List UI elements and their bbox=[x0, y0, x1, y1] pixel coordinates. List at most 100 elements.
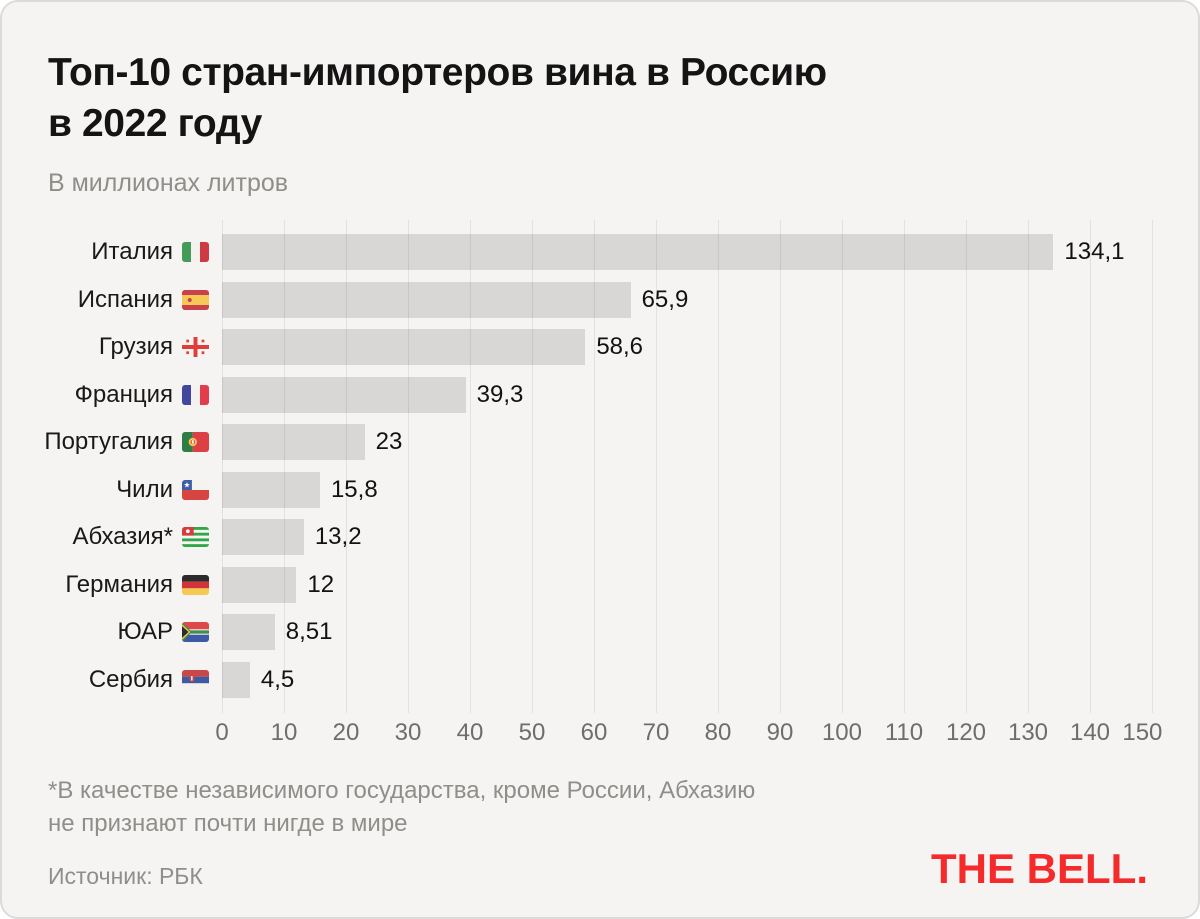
bar bbox=[222, 376, 466, 413]
x-tick-label: 80 bbox=[704, 719, 732, 747]
x-tick-label: 110 bbox=[884, 719, 924, 747]
x-tick-label: 100 bbox=[821, 719, 863, 747]
category-label-group: Сербия bbox=[48, 666, 222, 694]
bar-track: 134,1 bbox=[222, 234, 1152, 271]
italy-flag-icon bbox=[182, 242, 209, 263]
south-africa-flag-icon bbox=[182, 622, 209, 643]
bar-track: 12 bbox=[222, 566, 1152, 603]
value-label: 15,8 bbox=[330, 475, 378, 503]
x-tick-label: 10 bbox=[270, 719, 298, 747]
germany-flag-icon bbox=[182, 574, 209, 595]
x-tick-label: 20 bbox=[332, 719, 360, 747]
plot-area: Италия 134,1 Испания 65,9 Грузия 58,6 Фр… bbox=[44, 220, 1153, 714]
bar-row: Чили 15,8 bbox=[48, 466, 1152, 514]
source-label: Источник: РБК bbox=[48, 863, 203, 890]
value-label: 65,9 bbox=[641, 285, 689, 313]
bar-row: Абхазия* 13,2 bbox=[48, 513, 1152, 561]
category-label-group: Абхазия* bbox=[48, 523, 222, 551]
footnote: *В качестве независимого государства, кр… bbox=[48, 777, 756, 837]
category-label-group: Франция bbox=[48, 381, 222, 409]
title-line-2: в 2022 году bbox=[48, 101, 262, 145]
value-label: 8,51 bbox=[285, 618, 333, 646]
bar bbox=[222, 329, 586, 366]
x-tick-label: 130 bbox=[1007, 719, 1049, 747]
georgia-flag-icon bbox=[182, 337, 209, 358]
chile-flag-icon bbox=[182, 479, 209, 500]
bar bbox=[222, 661, 250, 698]
bar-row: Португалия 23 bbox=[44, 418, 1152, 466]
bar-track: 8,51 bbox=[222, 614, 1152, 651]
france-flag-icon bbox=[182, 384, 209, 405]
bar-row: Германия 12 bbox=[48, 561, 1152, 609]
country-label: ЮАР bbox=[117, 618, 173, 646]
bar-track: 4,5 bbox=[222, 661, 1152, 698]
x-tick-label: 90 bbox=[766, 719, 794, 747]
x-tick-label: 140 bbox=[1069, 719, 1111, 747]
country-label: Сербия bbox=[88, 665, 173, 693]
bar bbox=[222, 566, 297, 603]
category-label-group: Грузия bbox=[48, 333, 222, 361]
bar bbox=[222, 614, 275, 651]
country-label: Италия bbox=[91, 238, 173, 266]
abkhazia-flag-icon bbox=[182, 527, 209, 548]
category-label-group: Италия bbox=[48, 238, 222, 266]
bar bbox=[222, 519, 304, 556]
value-label: 12 bbox=[307, 570, 335, 598]
value-label: 134,1 bbox=[1064, 238, 1125, 266]
bar-track: 13,2 bbox=[222, 519, 1152, 556]
category-label-group: Португалия bbox=[44, 428, 222, 456]
x-tick-label: 70 bbox=[642, 719, 670, 747]
bar-track: 23 bbox=[222, 424, 1152, 461]
value-label: 39,3 bbox=[476, 380, 524, 408]
x-tick-label: 150 bbox=[1122, 719, 1163, 747]
category-label-group: ЮАР bbox=[48, 618, 222, 646]
value-label: 23 bbox=[375, 428, 403, 456]
bar-track: 58,6 bbox=[222, 329, 1152, 366]
bar-track: 39,3 bbox=[222, 376, 1152, 413]
bar-rows: Италия 134,1 Испания 65,9 Грузия 58,6 Фр… bbox=[44, 228, 1152, 704]
category-label-group: Испания bbox=[48, 286, 222, 314]
bar-row: Италия 134,1 bbox=[48, 228, 1152, 276]
bar-row: ЮАР 8,51 bbox=[48, 608, 1152, 656]
x-tick-label: 50 bbox=[518, 719, 546, 747]
portugal-flag-icon bbox=[182, 432, 209, 453]
category-label-group: Чили bbox=[48, 476, 222, 504]
x-tick-label: 120 bbox=[945, 719, 987, 747]
bar-chart: Италия 134,1 Испания 65,9 Грузия 58,6 Фр… bbox=[44, 220, 1162, 753]
country-label: Португалия bbox=[44, 428, 173, 456]
country-label: Грузия bbox=[98, 333, 173, 361]
bar bbox=[222, 234, 1054, 271]
x-tick-label: 40 bbox=[456, 719, 484, 747]
bar bbox=[222, 471, 320, 508]
serbia-flag-icon bbox=[182, 669, 209, 690]
value-label: 4,5 bbox=[260, 665, 295, 693]
footer-row: Источник: РБК THE BELL. bbox=[48, 848, 1152, 890]
bar bbox=[222, 281, 631, 318]
gridline bbox=[1152, 220, 1153, 714]
value-label: 13,2 bbox=[314, 523, 362, 551]
country-label: Испания bbox=[77, 285, 173, 313]
country-label: Франция bbox=[74, 380, 173, 408]
the-bell-logo: THE BELL. bbox=[931, 845, 1148, 893]
bar-row: Сербия 4,5 bbox=[48, 656, 1152, 704]
country-label: Чили bbox=[116, 475, 173, 503]
bar-row: Испания 65,9 bbox=[48, 276, 1152, 324]
x-tick-label: 30 bbox=[394, 719, 422, 747]
bar-track: 65,9 bbox=[222, 281, 1152, 318]
page-title: Топ-10 стран-импортеров вина в Россию в 2… bbox=[48, 48, 1152, 149]
bar-track: 15,8 bbox=[222, 471, 1152, 508]
value-label: 58,6 bbox=[596, 333, 644, 361]
x-tick-label: 0 bbox=[215, 719, 229, 747]
category-label-group: Германия bbox=[48, 571, 222, 599]
x-tick-label: 60 bbox=[580, 719, 608, 747]
country-label: Абхазия* bbox=[72, 523, 173, 551]
x-axis: 0 10 20 30 40 50 60 70 80 90 100 110 120 130 140 150 bbox=[215, 715, 1162, 753]
spain-flag-icon bbox=[182, 289, 209, 310]
bar bbox=[222, 424, 365, 461]
country-label: Германия bbox=[65, 570, 173, 598]
bar-row: Франция 39,3 bbox=[48, 371, 1152, 419]
chart-units-subtitle: В миллионах литров bbox=[48, 169, 289, 198]
bar-row: Грузия 58,6 bbox=[48, 323, 1152, 371]
title-line-1: Топ-10 стран-импортеров вина в Россию bbox=[48, 51, 827, 94]
